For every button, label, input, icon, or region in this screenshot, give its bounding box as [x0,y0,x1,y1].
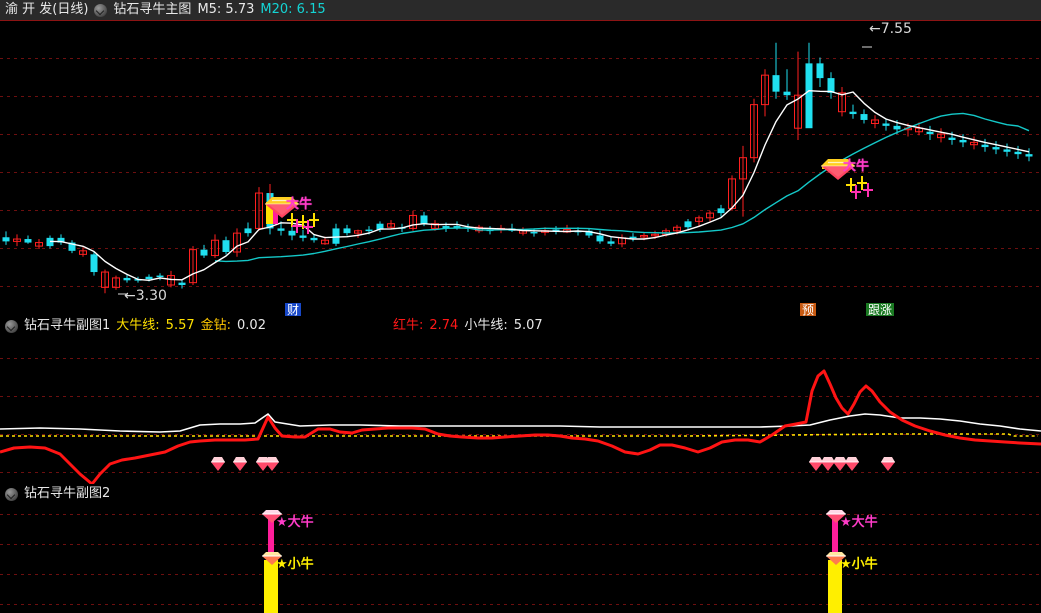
daniu-marker-2-label: 大牛 [843,159,870,174]
gridline [0,58,1041,59]
jinzuan-label: 金钻: [200,318,232,333]
sub1-panel-header: 钻石寻牛副图1 大牛线: 5.57 金钻: 0.02 红牛: 2.74 小牛线:… [0,316,1041,336]
xiaoniuxian-value: 5.07 [513,318,543,333]
genzhang-tag[interactable]: 跟涨 [866,303,895,316]
diamond-icon [826,552,846,565]
candlestick-canvas [2,42,1033,295]
sub1-plot-area[interactable] [0,336,1041,484]
gridline [0,604,1041,605]
xiaoniu-signal-label: ★小牛 [276,557,314,572]
diamond-icon [821,159,855,180]
xiaoniu-bar [828,560,842,613]
diamond-icon [262,510,282,523]
daniuxian-value: 5.57 [165,318,195,333]
circle-chevron-icon[interactable] [5,487,18,501]
ma20-value-label: M20: 6.15 [260,2,326,17]
daniu-marker-2: 大牛 [818,155,908,187]
star-icon: ★ [840,557,852,572]
high-price-annotation: ←7.55 [869,21,912,37]
star-icon: ★ [276,515,288,530]
sub1-indicator-canvas [0,369,1041,484]
high-price-arrow: ← [869,21,881,37]
xiaoniuxian-label: 小牛线: [464,318,508,333]
low-price-arrow: ← [124,288,136,304]
sub-indicator-panel-2: 钻石寻牛副图2 ★大牛 [0,484,1041,613]
daniu-signal-label: ★大牛 [840,515,878,530]
xiaoniu-bar [264,560,278,613]
sub2-indicator-title[interactable]: 钻石寻牛副图2 [24,486,111,501]
panel-top-border [0,20,1041,21]
star-icon: ★ [840,515,852,530]
low-price-annotation: ←3.30 [124,288,167,304]
gridline [0,358,1041,359]
main-indicator-title[interactable]: 钻石寻牛主图 [113,2,192,17]
main-price-panel: 渝 开 发(日线) 钻石寻牛主图 M5: 5.73 M20: 6.15 ←7.5… [0,0,1041,316]
gridline [0,544,1041,545]
gridline [0,396,1041,397]
main-panel-header: 渝 开 发(日线) 钻石寻牛主图 M5: 5.73 M20: 6.15 [0,0,1041,20]
circle-chevron-icon[interactable] [5,319,18,333]
gridline [0,574,1041,575]
gridline [0,248,1041,249]
low-price-value: 3.30 [135,288,167,304]
daniu-marker-1: 大牛 [262,193,352,225]
main-plot-area[interactable] [0,20,1041,316]
diamond-icon [262,552,282,565]
cai-tag[interactable]: 财 [285,303,302,316]
stock-name-label: 渝 开 发(日线) [5,2,89,17]
gridline [0,514,1041,515]
daniu-bar [832,518,838,560]
diamond-icon [826,510,846,523]
daniu-marker-1-label: 大牛 [286,197,313,212]
hongniu-label: 红牛: [392,318,424,333]
ma5-value-label: M5: 5.73 [197,2,255,17]
yu-tag[interactable]: 预 [800,303,817,316]
daniuxian-label: 大牛线: [116,318,160,333]
gridline [0,210,1041,211]
daniu-signal-label: ★大牛 [276,515,314,530]
diamond-icon [265,197,299,218]
star-icon: ★ [276,557,288,572]
gridline [0,172,1041,173]
sub2-plot-area[interactable]: ★大牛 ★小牛 ★大牛 ★小牛 [0,498,1041,613]
jinzuan-value: 0.02 [237,318,266,333]
high-price-value: 7.55 [880,21,912,37]
daniu-bar [268,518,274,560]
hongniu-value: 2.74 [429,318,459,333]
gridline [0,472,1041,473]
gridline [0,286,1041,287]
gridline [0,134,1041,135]
xiaoniu-signal-label: ★小牛 [840,557,878,572]
sub1-indicator-title[interactable]: 钻石寻牛副图1 [24,318,111,333]
gridline [0,96,1041,97]
circle-chevron-icon[interactable] [94,3,108,17]
sub2-panel-header: 钻石寻牛副图2 [0,484,1041,504]
sub-indicator-panel-1: 钻石寻牛副图1 大牛线: 5.57 金钻: 0.02 红牛: 2.74 小牛线:… [0,316,1041,484]
